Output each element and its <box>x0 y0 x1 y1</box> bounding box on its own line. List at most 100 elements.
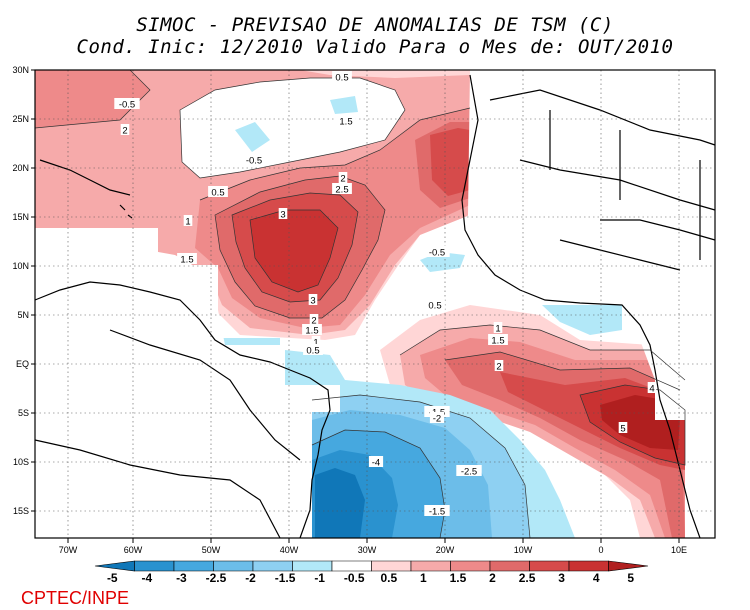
contour-label-bg <box>177 253 197 264</box>
contour-labels: 0.5-0.521.5-0.50.522.5131.5321.510.5-0.5… <box>114 71 657 518</box>
contour-label-bg <box>618 422 628 433</box>
contour-label: -4 <box>372 458 380 469</box>
contour-label-bg <box>332 71 352 82</box>
contour-label: 2 <box>311 316 316 327</box>
map-title-line-2: Cond. Inic: 12/2010 Valido Para o Mes de… <box>76 36 674 58</box>
grid-lines <box>35 70 715 538</box>
lat-tick-label: 15N <box>12 212 29 222</box>
contour-label-bg <box>309 314 319 325</box>
map-frame <box>34 69 716 539</box>
contour-label-bg <box>425 299 445 310</box>
contour-label-bg <box>303 344 323 355</box>
latitude-axis: 30N 25N 20N 15N 10N 5N EQ 5S 10S 15S <box>12 65 35 516</box>
lat-tick-label: 30N <box>12 65 29 75</box>
colorbar-label: -1.5 <box>275 571 296 585</box>
colorbar-label: -3 <box>176 571 187 585</box>
contour-label: -2 <box>433 414 441 425</box>
land-mask-africa <box>460 70 715 538</box>
contour-label-bg <box>208 186 228 197</box>
contour-label: 1.5 <box>491 336 504 347</box>
contour-label-bg <box>647 382 657 393</box>
credit-text: CPTEC/INPE <box>21 588 130 608</box>
anomaly-fill-3-north <box>250 210 338 292</box>
lon-tick-label: 20W <box>436 545 455 555</box>
contour-label-bg <box>241 154 267 165</box>
map-panel: 0.5-0.521.5-0.50.522.5131.5321.510.5-0.5… <box>34 69 716 539</box>
contour-label: 1 <box>495 324 500 335</box>
land-mask-south-america <box>35 228 340 538</box>
colorbar-swatch <box>489 560 530 572</box>
contour-label-bg <box>114 98 140 109</box>
contour-label-bg <box>332 183 352 194</box>
colorbar-swatch <box>608 560 649 572</box>
colorbar-label: 0.5 <box>380 571 397 585</box>
colorbar-swatch <box>371 560 412 572</box>
lat-tick-label: 10S <box>13 457 29 467</box>
colorbar-legend: -5 -4 -3 -2.5 -2 -1.5 -1 -0.5 0.5 1 1.5 2 2.5 3 4 5 <box>94 560 649 585</box>
lon-tick-label: 40W <box>280 545 299 555</box>
contour-label: 3 <box>310 296 315 307</box>
lat-tick-label: 25N <box>12 114 29 124</box>
colorbar-swatch <box>410 560 451 572</box>
contour-label-bg <box>120 124 130 135</box>
colorbar-swatch <box>213 560 254 572</box>
contour-label-bg <box>424 505 450 516</box>
contour-label: -0.5 <box>119 100 135 111</box>
contour-label-bg <box>456 465 482 476</box>
contour-lines <box>34 69 686 539</box>
lon-tick-label: 70W <box>59 545 78 555</box>
contour-label: 0.5 <box>306 346 319 357</box>
contour-label: 1 <box>185 217 190 228</box>
longitude-axis: 70W 60W 50W 40W 30W 20W 10W 0 10E <box>59 538 687 555</box>
colorbar-swatch <box>252 560 293 572</box>
lat-tick-label: 5S <box>18 408 29 418</box>
contour-label: -2.5 <box>461 467 477 478</box>
colorbar-swatch <box>173 560 214 572</box>
contour-label: 2.5 <box>335 185 348 196</box>
lon-tick-label: 30W <box>358 545 377 555</box>
contour-label-bg <box>338 172 348 183</box>
lon-tick-label: 50W <box>202 545 221 555</box>
contour-label: 3 <box>280 210 285 221</box>
contour-label-bg <box>278 208 288 219</box>
colorbar-label: 3 <box>558 571 565 585</box>
colorbar-swatch <box>568 560 609 572</box>
contour-label-bg <box>311 336 321 347</box>
lat-tick-label: 15S <box>13 506 29 516</box>
lon-tick-label: 10W <box>514 545 533 555</box>
contour-label-bg <box>424 406 450 417</box>
colorbar-swatch <box>94 560 135 572</box>
colorbar-label: -1 <box>314 571 325 585</box>
coastlines <box>34 74 716 539</box>
colorbar-label: -5 <box>107 571 118 585</box>
map-title-line-1: SIMOC - PREVISAO DE ANOMALIAS DE TSM (C) <box>136 14 614 36</box>
lon-tick-label: 10E <box>671 545 687 555</box>
colorbar-label: 2.5 <box>519 571 536 585</box>
contour-label-bg <box>308 294 318 305</box>
contour-label: 1.5 <box>305 326 318 337</box>
lon-tick-label: 60W <box>124 545 143 555</box>
contour-label: 2 <box>340 174 345 185</box>
contour-label-bg <box>494 360 504 371</box>
lat-tick-label: EQ <box>16 359 29 369</box>
contour-label: 1 <box>313 338 318 349</box>
colorbar-label: -2.5 <box>206 571 227 585</box>
contour-label-bg <box>424 246 450 257</box>
contour-label: 2 <box>496 362 501 373</box>
contour-label: 4 <box>649 384 654 395</box>
colorbar-swatch <box>134 560 175 572</box>
contour-label-bg <box>429 412 445 423</box>
lat-tick-label: 5N <box>17 310 29 320</box>
contour-label-bg <box>493 322 503 333</box>
contour-label: 2 <box>122 126 127 137</box>
colorbar-swatch <box>529 560 570 572</box>
anomaly-fill-neg0p5-north <box>235 96 622 335</box>
lat-tick-label: 20N <box>12 163 29 173</box>
colorbar-label: 4 <box>593 571 600 585</box>
contour-label-bg <box>302 324 322 335</box>
contour-label-bg <box>488 334 508 345</box>
colorbar-label: 2 <box>489 571 496 585</box>
colorbar-label: -4 <box>142 571 153 585</box>
contour-label-bg <box>336 115 356 126</box>
